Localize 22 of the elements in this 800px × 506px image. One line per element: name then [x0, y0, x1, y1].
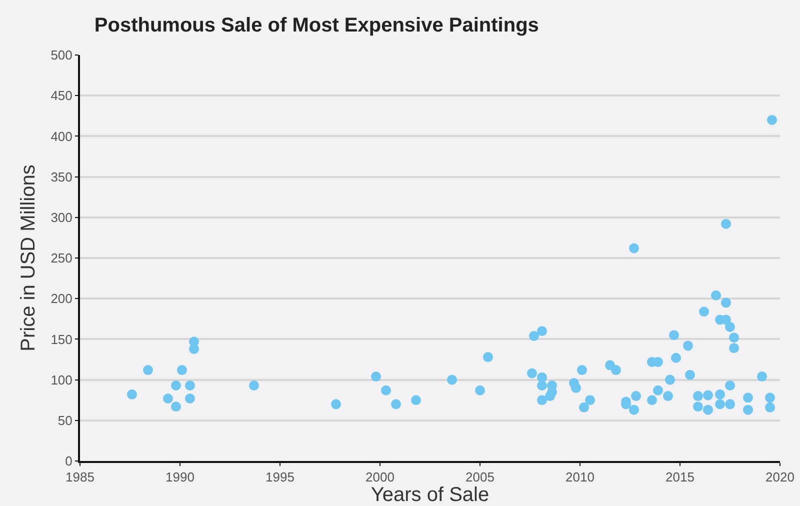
y-tick-label: 400	[50, 128, 72, 144]
y-tick-label: 100	[50, 372, 72, 388]
y-tick-label: 300	[50, 210, 72, 225]
y-tick-label: 450	[50, 88, 72, 104]
x-tick-label: 1995	[266, 470, 294, 485]
x-tick-label: 1990	[166, 470, 194, 485]
y-tick-label: 350	[50, 169, 72, 184]
x-tick-label: 1985	[66, 470, 94, 485]
x-tick-label: 2020	[766, 470, 794, 485]
y-tick-label: 0	[65, 454, 72, 469]
x-tick-label: 2000	[366, 470, 394, 485]
chart-title: Posthumous Sale of Most Expensive Paintings	[94, 14, 539, 37]
y-tick-label: 250	[50, 250, 72, 266]
y-tick-label: 50	[58, 412, 72, 428]
x-tick-label: 2010	[566, 470, 594, 485]
x-tick-label: 2005	[466, 470, 494, 485]
y-tick-label: 500	[50, 48, 72, 63]
x-tick-label: 2015	[666, 470, 694, 485]
x-axis-title: Years of Sale	[370, 484, 490, 506]
y-tick-label: 200	[50, 291, 72, 306]
y-tick-label: 150	[50, 332, 72, 347]
y-axis-title: Price in USD Millions	[18, 164, 40, 352]
